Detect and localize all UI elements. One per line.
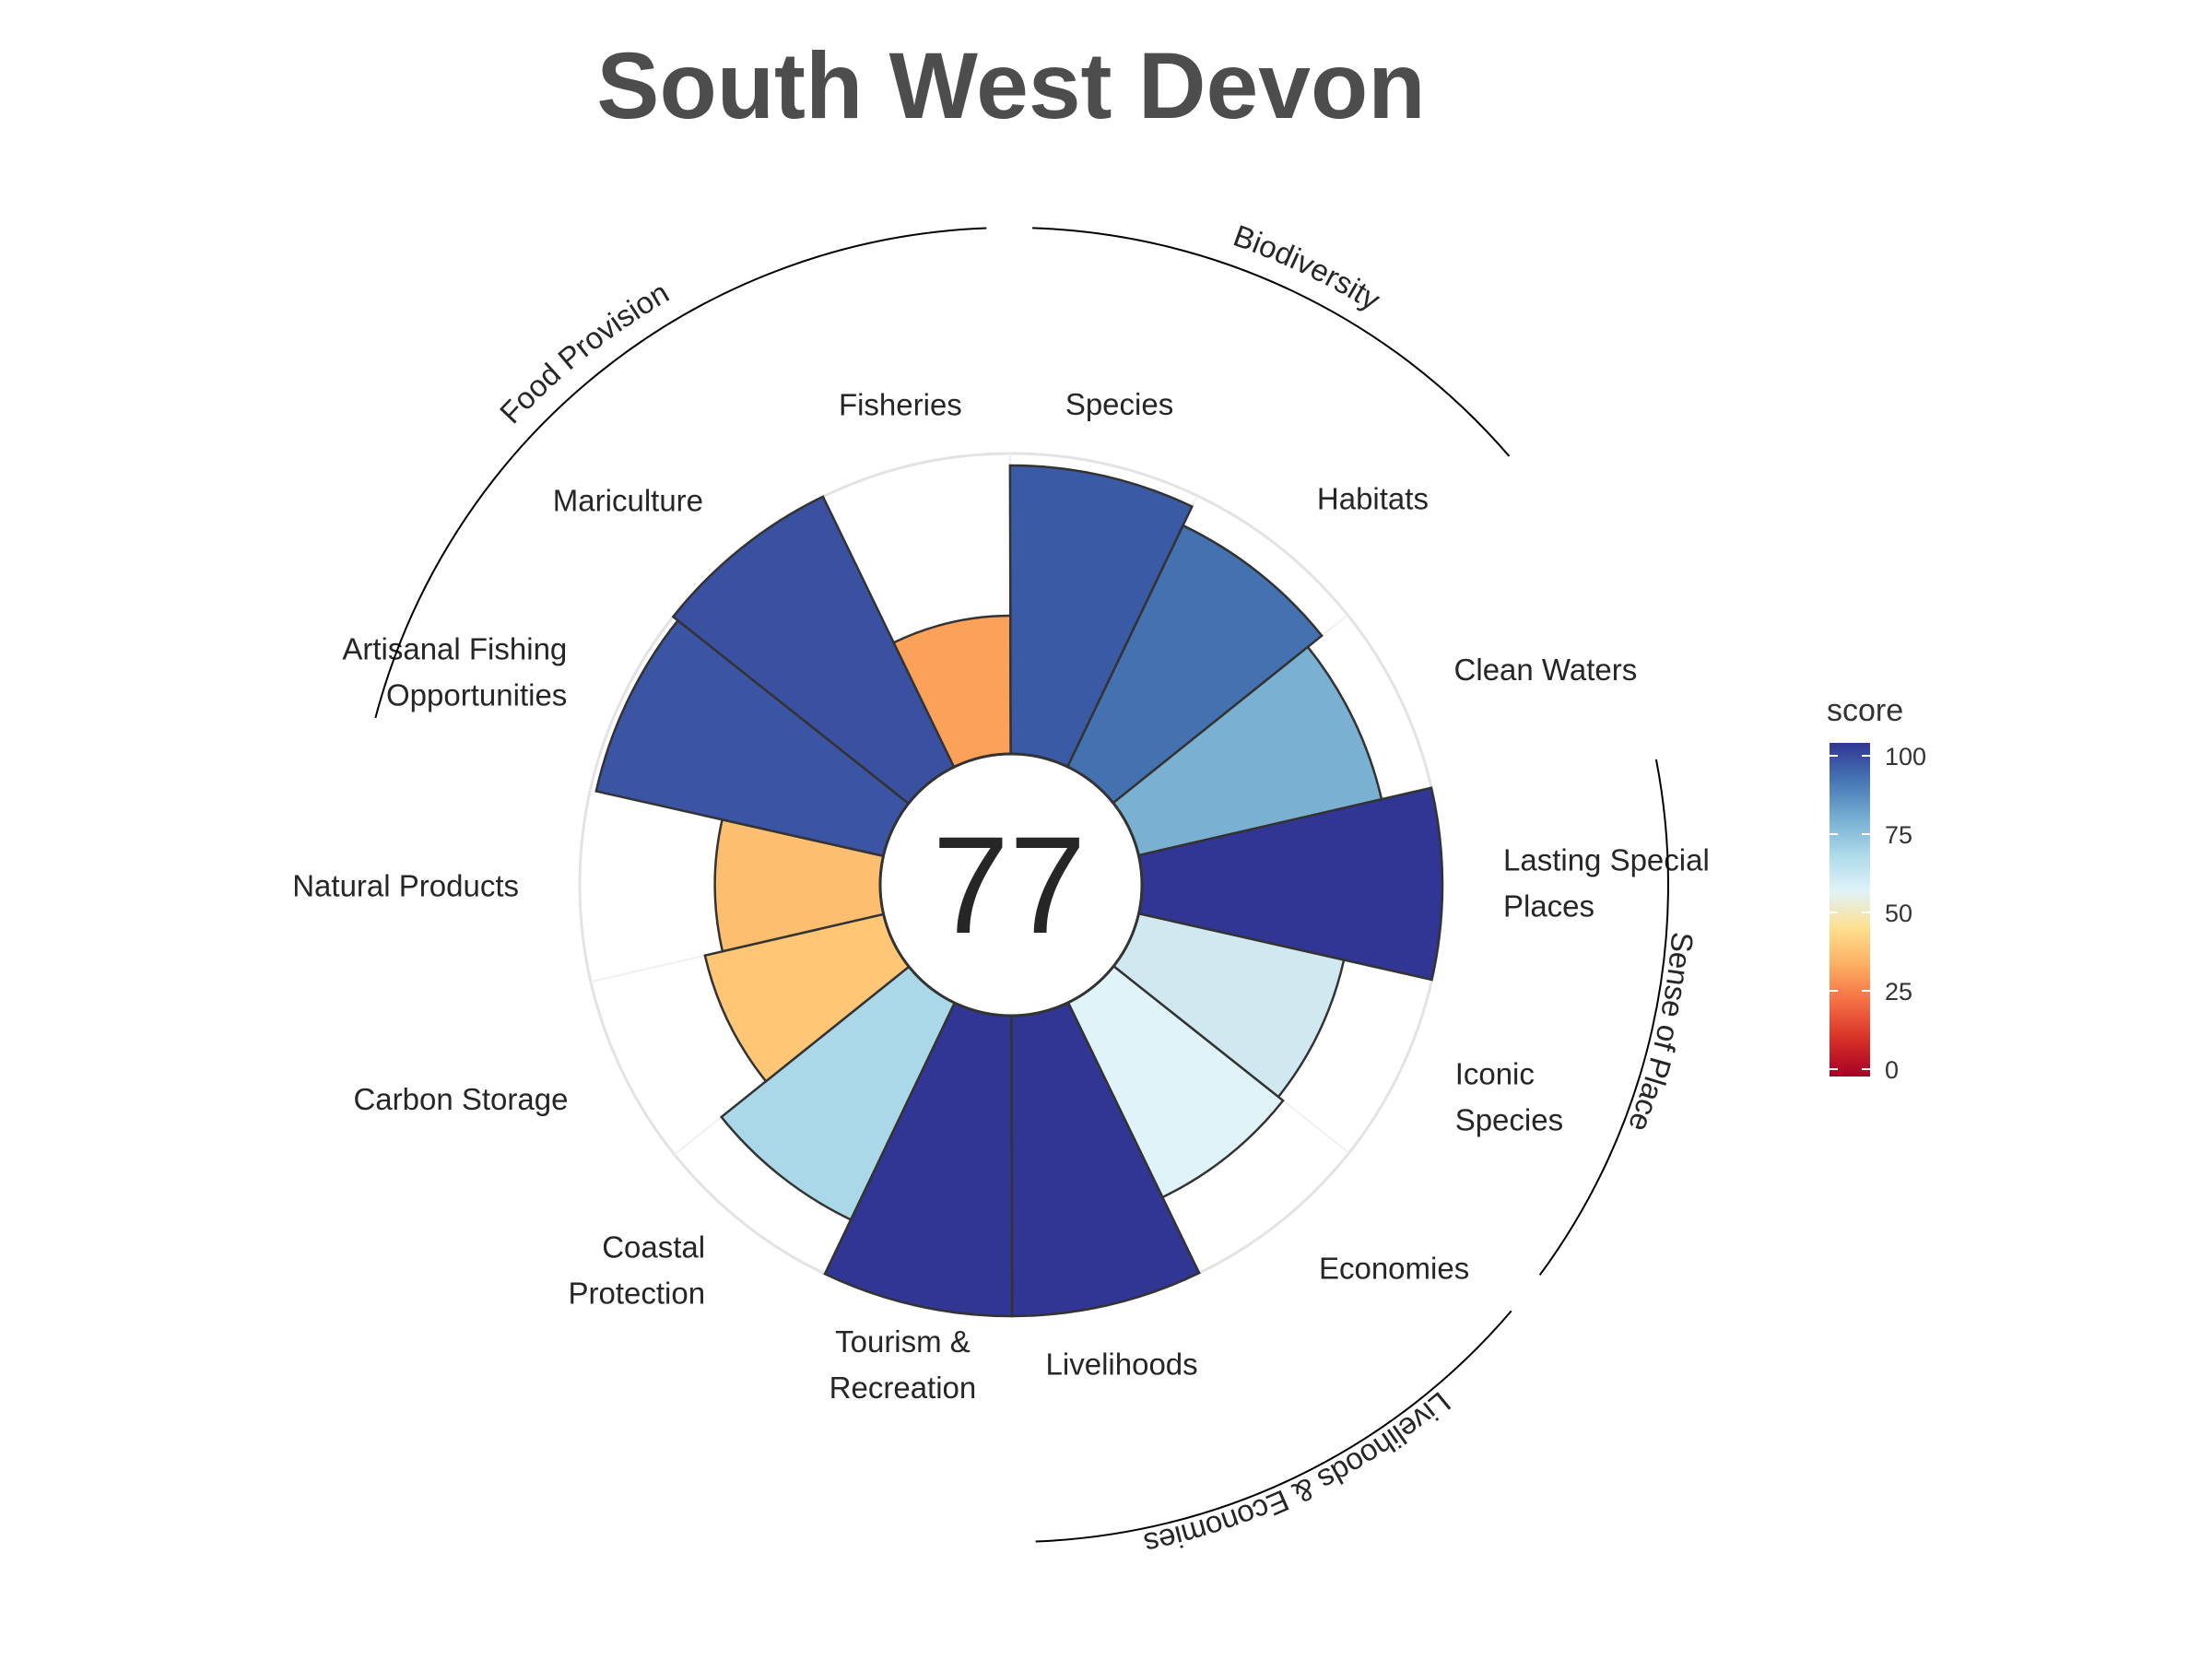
group-label-sense-of-place: Sense of Place xyxy=(1622,931,1700,1136)
legend: score 100 75 50 25 0 xyxy=(1827,693,1926,1084)
goal-label-mariculture: Mariculture xyxy=(553,483,703,517)
goal-label-artisanal-fishing-opportunities: Artisanal Fishing Opportunities xyxy=(342,632,567,712)
goal-label-natural-products: Natural Products xyxy=(292,868,519,902)
overall-score: 77 xyxy=(933,807,1087,962)
legend-tick-label: 25 xyxy=(1885,978,1912,1006)
goal-label-livelihoods: Livelihoods xyxy=(1046,1347,1198,1381)
legend-tick-label: 50 xyxy=(1885,900,1912,927)
group-arc-food-provision xyxy=(374,227,987,719)
chart-title: South West Devon xyxy=(596,33,1425,138)
legend-title: score xyxy=(1827,693,1903,728)
legend-tick-label: 75 xyxy=(1885,821,1912,849)
group-arc-livelihoods-and-economies xyxy=(1035,1310,1512,1543)
goal-labels: Natural Products Artisanal Fishing Opportu… xyxy=(292,387,1710,1405)
group-label-food-provision: Food Provision xyxy=(493,275,675,429)
goal-label-economies: Economies xyxy=(1319,1252,1469,1286)
goal-label-fisheries: Fisheries xyxy=(839,388,962,422)
goal-label-species: Species xyxy=(1065,387,1173,421)
group-arc-biodiversity xyxy=(1032,227,1511,457)
legend-colorbar xyxy=(1830,743,1870,1077)
legend-tick-label: 100 xyxy=(1885,743,1926,771)
legend-tick-label: 0 xyxy=(1885,1056,1899,1084)
goal-label-iconic-species: Iconic Species xyxy=(1455,1056,1563,1136)
group-arc-sense-of-place xyxy=(1538,759,1669,1276)
goal-label-tourism-and-recreation: Tourism & Recreation xyxy=(830,1324,977,1405)
goal-label-lasting-special-places: Lasting Special Places xyxy=(1503,843,1710,924)
goal-label-coastal-protection: Coastal Protection xyxy=(569,1230,706,1310)
petals-layer xyxy=(594,464,1444,1318)
center-disc: 77 xyxy=(878,752,1144,1018)
group-label-livelihoods-and-economies: Livelihoods & Economies xyxy=(1141,1385,1457,1561)
goal-label-carbon-storage: Carbon Storage xyxy=(353,1082,568,1116)
group-label-biodiversity: Biodiversity xyxy=(1230,218,1387,317)
center-circle xyxy=(878,752,1144,1018)
goal-label-clean-waters: Clean Waters xyxy=(1454,653,1638,687)
goal-label-habitats: Habitats xyxy=(1317,482,1429,516)
